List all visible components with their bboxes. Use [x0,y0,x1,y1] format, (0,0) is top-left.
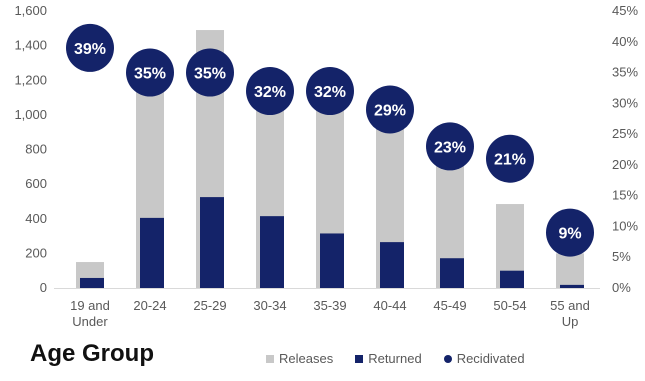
point-recidivated [366,85,414,134]
bar-returned [200,197,224,288]
legend-swatch-recidivated [443,354,452,363]
bar-returned [320,233,344,288]
x-tick-label: 50-54 [493,298,526,313]
data-label-recidivated: 23% [434,139,466,156]
point-recidivated [186,48,234,97]
x-tick-label: 55 and Up [550,298,590,329]
x-axis-title: Age Group [30,340,154,367]
data-label-recidivated: 32% [314,84,346,101]
legend-label-releases: Releases [279,351,334,366]
y-right-tick-label: 25% [612,126,638,141]
x-tick-label: 20-24 [133,298,166,313]
point-recidivated [126,48,174,97]
y-right-tick-label: 20% [612,157,638,172]
bar-returned [380,242,404,288]
legend-label-recidivated: Recidivated [456,351,525,366]
bar-returned [80,277,104,288]
x-tick-label: 30-34 [253,298,286,313]
y-right-tick-label: 40% [612,34,638,49]
x-tick-label: 45-49 [433,298,466,313]
y-left-tick-label: 800 [25,142,47,157]
point-recidivated [486,134,534,183]
y-right-tick-label: 10% [612,218,638,233]
bar-returned [260,216,284,288]
data-label-recidivated: 32% [254,84,286,101]
x-tick-label: 35-39 [313,298,346,313]
y-right-tick-label: 30% [612,95,638,110]
point-recidivated [426,122,474,171]
point-recidivated [306,67,354,116]
y-left-tick-label: 1,400 [14,38,47,53]
y-right-tick-label: 0% [612,280,631,295]
bar-releases [556,253,584,288]
axes-layer: 0 200 400 600 800 1,000 1,200 1,400 1,600 0% 5% 10%… [14,3,638,329]
legend-swatch-returned [355,354,364,363]
data-label-recidivated: 39% [74,41,106,58]
data-label-recidivated: 9% [558,226,581,243]
point-recidivated [66,23,114,72]
legend-label-returned: Returned [368,351,422,366]
legend: Releases Returned Recidivated [266,351,525,366]
y-left-tick-label: 400 [25,211,47,226]
x-tick-label: 40-44 [373,298,406,313]
data-label-recidivated: 35% [194,66,226,83]
point-recidivated [246,67,294,116]
x-tick-label: 19 and Under [70,298,110,329]
bar-returned [140,217,164,288]
y-left-tick-label: 0 [40,280,47,295]
y-left-tick-label: 1,600 [14,3,47,18]
y-right-tick-label: 35% [612,65,638,80]
data-label-recidivated: 29% [374,102,406,119]
data-label-recidivated: 21% [494,152,526,169]
y-left-tick-label: 1,000 [14,107,47,122]
legend-item-returned: Returned [355,351,422,366]
dots-layer: 39% 35% 35% 32% 32% 29% 23% 21% 9% [66,23,594,257]
bar-returned [500,270,524,288]
y-right-tick-label: 5% [612,249,631,264]
y-right-tick-label: 15% [612,188,638,203]
y-left-tick-label: 200 [25,245,47,260]
legend-item-releases: Releases [266,351,333,366]
bar-returned [560,284,584,288]
x-tick-label: 25-29 [193,298,226,313]
point-recidivated [546,208,594,257]
bar-returned [440,258,464,288]
legend-swatch-releases [266,354,274,363]
y-right-tick-label: 45% [612,3,638,18]
y-left-tick-label: 600 [25,176,47,191]
legend-item-recidivated: Recidivated [443,351,525,366]
data-label-recidivated: 35% [134,66,166,83]
y-left-tick-label: 1,200 [14,72,47,87]
